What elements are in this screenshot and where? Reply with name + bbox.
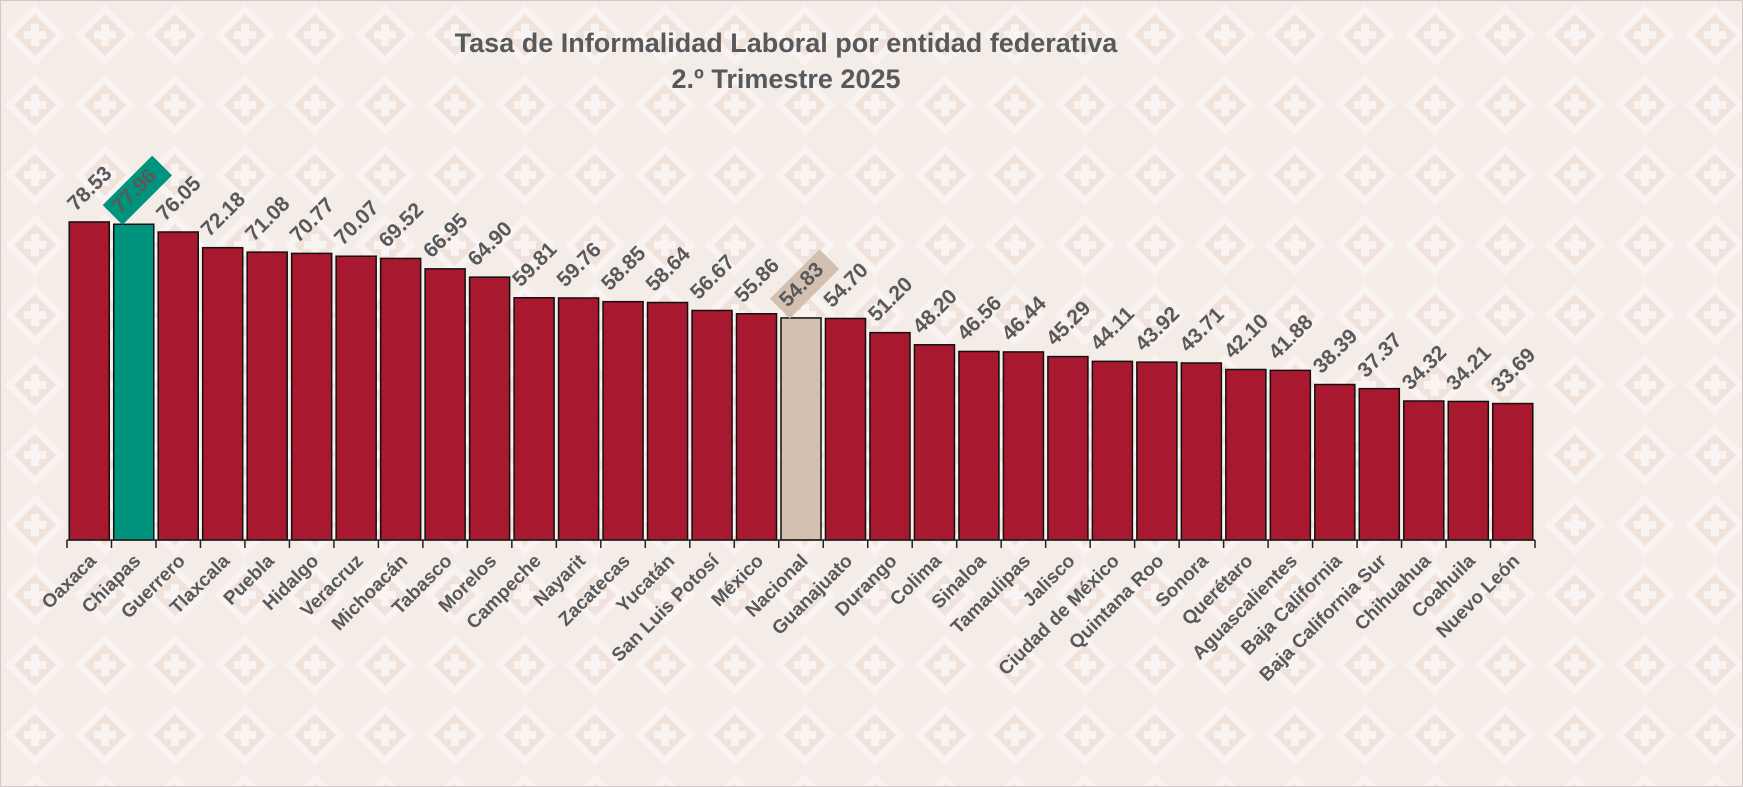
bar (1491, 402, 1534, 541)
bar (1002, 351, 1045, 541)
bar (913, 344, 956, 541)
bar (424, 268, 466, 541)
bar (1136, 361, 1178, 541)
bar (112, 223, 155, 541)
bar (780, 317, 822, 541)
bar (1314, 383, 1356, 541)
bar (735, 313, 778, 541)
bar (290, 252, 333, 541)
chart-title: Tasa de Informalidad Laboral por entidad… (455, 28, 1119, 58)
bar (1047, 355, 1089, 541)
bar (379, 257, 422, 541)
value-label-box (769, 249, 840, 319)
bar (557, 297, 600, 541)
bar (824, 317, 867, 541)
bar (1091, 360, 1134, 541)
bar (246, 251, 288, 541)
bar (1180, 362, 1223, 541)
bar (201, 246, 244, 541)
bar (513, 297, 555, 541)
bar (68, 221, 111, 541)
bar (958, 350, 1000, 541)
bar (602, 300, 644, 541)
bar (646, 301, 689, 541)
bar (1447, 400, 1490, 541)
bar (1225, 368, 1267, 541)
value-label-box (102, 155, 173, 225)
bar (157, 231, 199, 541)
chart-subtitle: 2.º Trimestre 2025 (671, 64, 900, 94)
bar (869, 331, 911, 541)
bar (1358, 387, 1401, 541)
bar (335, 255, 377, 541)
bar (1403, 400, 1445, 541)
bar (468, 276, 511, 541)
bar (691, 309, 733, 541)
bar (1269, 369, 1312, 541)
